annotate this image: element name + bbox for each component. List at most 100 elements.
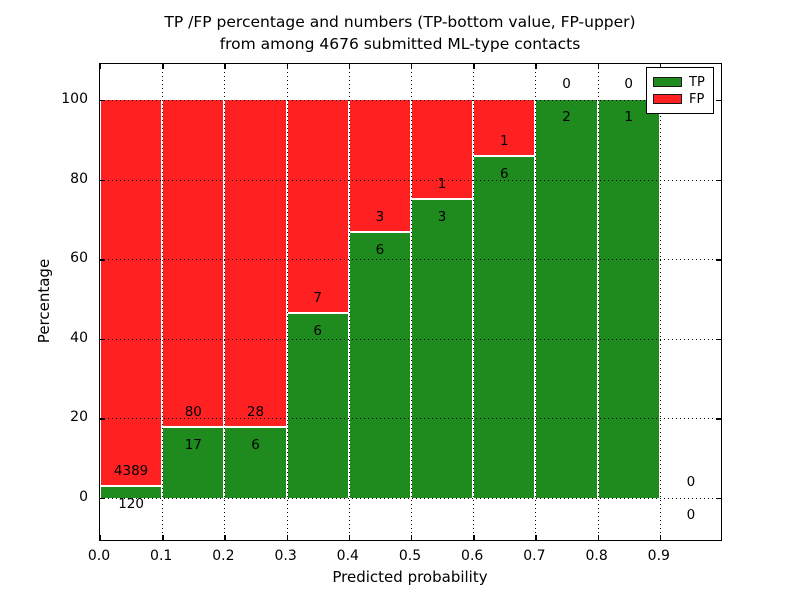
- x-tick-label-0.7: 0.7: [523, 548, 546, 564]
- gridline-x-6: [473, 64, 475, 540]
- y-tick-mark-right: [716, 338, 721, 341]
- gridline-y-20: [100, 418, 721, 420]
- gridline-y-60: [100, 259, 721, 261]
- x-tick-label-0.1: 0.1: [150, 548, 173, 564]
- x-tick-mark-top: [348, 64, 351, 69]
- y-tick-label-40: 40: [70, 329, 88, 346]
- x-tick-label-0.4: 0.4: [336, 548, 359, 564]
- x-tick-mark-top: [162, 64, 164, 69]
- x-tick-label-0.9: 0.9: [647, 548, 670, 564]
- bar-tp-0.0-0.1: [101, 487, 162, 498]
- y-tick-mark-right: [716, 498, 721, 500]
- y-tick-mark-right: [716, 259, 721, 261]
- bar-fp-0.0-0.1: [101, 100, 162, 488]
- tp-count-label-0.1-0.2: 17: [184, 437, 202, 454]
- y-tick-mark-left: [100, 259, 105, 261]
- bar-fp-0.2-0.3: [225, 100, 286, 428]
- gridline-y-100: [100, 100, 721, 101]
- legend-entry-tp: TP: [653, 76, 707, 89]
- bar-tp-0.7-0.8: [536, 100, 597, 498]
- x-tick-mark-top: [535, 64, 537, 69]
- tp-count-label-0.9-1.0: 0: [686, 507, 696, 523]
- fp-count-label-0.1-0.2: 80: [184, 404, 202, 421]
- fp-count-label-0.5-0.6: 1: [437, 175, 447, 192]
- fp-count-label-0.7-0.8: 0: [562, 76, 571, 92]
- legend-entry-fp: FP: [653, 93, 707, 106]
- fp-count-label-0.8-0.9: 0: [624, 76, 633, 92]
- y-tick-label-60: 60: [70, 250, 88, 267]
- tp-count-label-0.6-0.7: 6: [500, 165, 509, 182]
- fp-count-label-0.6-0.7: 1: [500, 132, 509, 149]
- x-tick-mark-bottom: [348, 535, 351, 540]
- gridline-x-5: [411, 64, 412, 540]
- x-tick-mark-bottom: [411, 535, 413, 540]
- legend-label-tp: TP: [689, 74, 705, 90]
- x-tick-mark-bottom: [597, 535, 599, 540]
- plot-area: 4389 120 80 17 28 6 7 6 3 6 1 3 1 6 0 2 0 1 0 0: [99, 63, 722, 541]
- legend-box: TP FP: [646, 67, 714, 114]
- x-axis-label: Predicted probability: [332, 568, 488, 586]
- y-tick-mark-right: [716, 418, 721, 420]
- bar-tp-0.3-0.4: [287, 314, 348, 498]
- legend-swatch-fp: [653, 94, 682, 104]
- x-tick-mark-top: [659, 64, 662, 69]
- x-tick-label-0.5: 0.5: [398, 548, 422, 564]
- y-tick-label-20: 20: [70, 409, 88, 426]
- gridline-x-8: [597, 64, 599, 540]
- gridline-x-3: [286, 64, 288, 540]
- tp-count-label-0.7-0.8: 2: [562, 109, 571, 125]
- gridline-x-1: [162, 64, 164, 540]
- fp-count-label-0.0-0.1: 4389: [113, 463, 149, 480]
- chart-title-line1: TP /FP percentage and numbers (TP-bottom…: [164, 13, 636, 31]
- legend-swatch-tp: [653, 77, 682, 87]
- y-tick-mark-left: [100, 418, 105, 420]
- y-tick-label-80: 80: [70, 170, 88, 187]
- x-tick-mark-bottom: [162, 535, 164, 540]
- y-tick-label-100: 100: [61, 91, 88, 107]
- fp-count-label-0.3-0.4: 7: [313, 290, 322, 307]
- fp-count-label-0.9-1.0: 0: [686, 474, 696, 490]
- gridline-y-0: [100, 498, 721, 499]
- bar-tp-0.5-0.6: [412, 199, 473, 498]
- y-tick-mark-left: [100, 179, 105, 181]
- gridline-x-2: [224, 64, 226, 540]
- y-tick-mark-left: [100, 498, 105, 500]
- x-tick-mark-top: [224, 64, 226, 69]
- gridline-y-40: [100, 338, 721, 340]
- bar-fp-0.4-0.5: [349, 100, 410, 233]
- x-tick-mark-top: [473, 64, 475, 69]
- x-tick-mark-top: [597, 64, 599, 69]
- bar-tp-0.2-0.3: [225, 427, 286, 498]
- x-tick-mark-bottom: [224, 535, 226, 540]
- x-tick-mark-top: [100, 64, 102, 69]
- bar-tp-0.1-0.2: [163, 428, 224, 498]
- y-tick-label-0: 0: [79, 489, 88, 505]
- y-tick-mark-left: [100, 100, 105, 102]
- bar-tp-0.6-0.7: [474, 156, 535, 498]
- tp-count-label-0.5-0.6: 3: [437, 208, 447, 225]
- chart-title-line2: from among 4676 submitted ML-type contac…: [219, 35, 581, 53]
- gridline-x-9: [659, 64, 661, 540]
- x-tick-label-0.0: 0.0: [87, 548, 111, 564]
- x-tick-mark-bottom: [286, 535, 288, 540]
- bar-fp-0.5-0.6: [412, 100, 473, 200]
- gridline-y-80: [100, 179, 721, 181]
- bar-tp-0.8-0.9: [598, 100, 659, 498]
- bar-fp-0.6-0.7: [474, 100, 535, 157]
- bar-tp-0.4-0.5: [349, 232, 410, 498]
- tp-count-label-0.4-0.5: 6: [375, 241, 385, 258]
- x-tick-mark-bottom: [100, 535, 102, 540]
- bar-fp-0.3-0.4: [287, 100, 348, 315]
- x-tick-mark-top: [720, 64, 722, 69]
- x-tick-label-0.3: 0.3: [274, 548, 297, 564]
- x-tick-mark-top: [411, 64, 413, 69]
- x-tick-mark-top: [286, 64, 288, 69]
- fp-count-label-0.4-0.5: 3: [375, 208, 385, 225]
- x-tick-label-0.8: 0.8: [585, 548, 608, 564]
- y-tick-mark-right: [716, 100, 721, 102]
- y-tick-mark-right: [716, 179, 721, 181]
- fp-count-label-0.2-0.3: 28: [246, 403, 265, 420]
- x-tick-mark-bottom: [473, 535, 475, 540]
- y-tick-mark-left: [100, 338, 105, 341]
- x-tick-label-0.6: 0.6: [461, 548, 484, 564]
